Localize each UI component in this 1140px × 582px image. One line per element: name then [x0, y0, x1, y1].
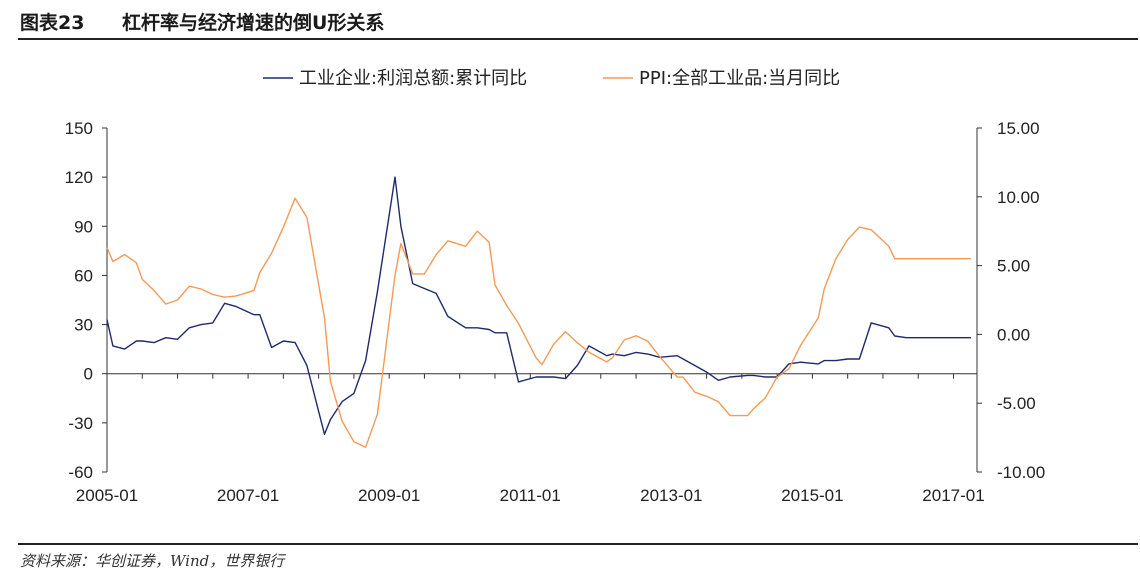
right-tick-label: -10.00: [997, 463, 1045, 482]
left-tick-label: -30: [68, 414, 93, 433]
right-tick-label: 5.00: [997, 257, 1030, 276]
dual-axis-line-chart: 工业企业:利润总额:累计同比 PPI:全部工业品:当月同比 150 120 90 60 3…: [65, 68, 1046, 505]
series-line-2: [106, 197, 972, 448]
source-note: 资料来源：华创证券，Wind，世界银行: [20, 552, 285, 570]
left-tick-label: 0: [84, 365, 93, 384]
series-line-1: [106, 176, 972, 435]
left-tick-label: 60: [74, 266, 93, 285]
chart-axes: 150 120 90 60 30 0 -30 -60 15.00 10.00 5.00 0.00 -5.…: [65, 119, 1046, 505]
figure-title: 杠杆率与经济增速的倒U形关系: [122, 12, 385, 34]
figure-header: 图表23 杠杆率与经济增速的倒U形关系: [0, 0, 1140, 40]
right-tick-label: 10.00: [997, 188, 1040, 207]
left-tick-label: -60: [68, 463, 93, 482]
series-layer: [106, 176, 972, 448]
legend-label-1: 工业企业:利润总额:累计同比: [299, 68, 527, 89]
top-rule: [18, 38, 1138, 40]
right-tick-label: -5.00: [997, 394, 1036, 413]
x-tick-label: 2017-01: [922, 486, 984, 505]
left-tick-label: 30: [74, 316, 93, 335]
right-tick-label: 15.00: [997, 119, 1040, 138]
x-tick-label: 2013-01: [640, 486, 702, 505]
left-tick-label: 90: [74, 217, 93, 236]
figure-number: 图表23: [20, 12, 85, 34]
x-tick-label: 2009-01: [358, 486, 420, 505]
left-tick-label: 150: [65, 119, 93, 138]
left-tick-label: 120: [65, 168, 93, 187]
x-tick-label: 2007-01: [217, 486, 279, 505]
chart-legend: 工业企业:利润总额:累计同比 PPI:全部工业品:当月同比: [263, 68, 840, 89]
bottom-rule: [18, 543, 1138, 545]
x-tick-label: 2011-01: [500, 486, 561, 505]
x-tick-label: 2015-01: [781, 486, 843, 505]
x-tick-label: 2005-01: [76, 486, 138, 505]
right-tick-label: 0.00: [997, 325, 1030, 344]
legend-label-2: PPI:全部工业品:当月同比: [639, 68, 840, 89]
